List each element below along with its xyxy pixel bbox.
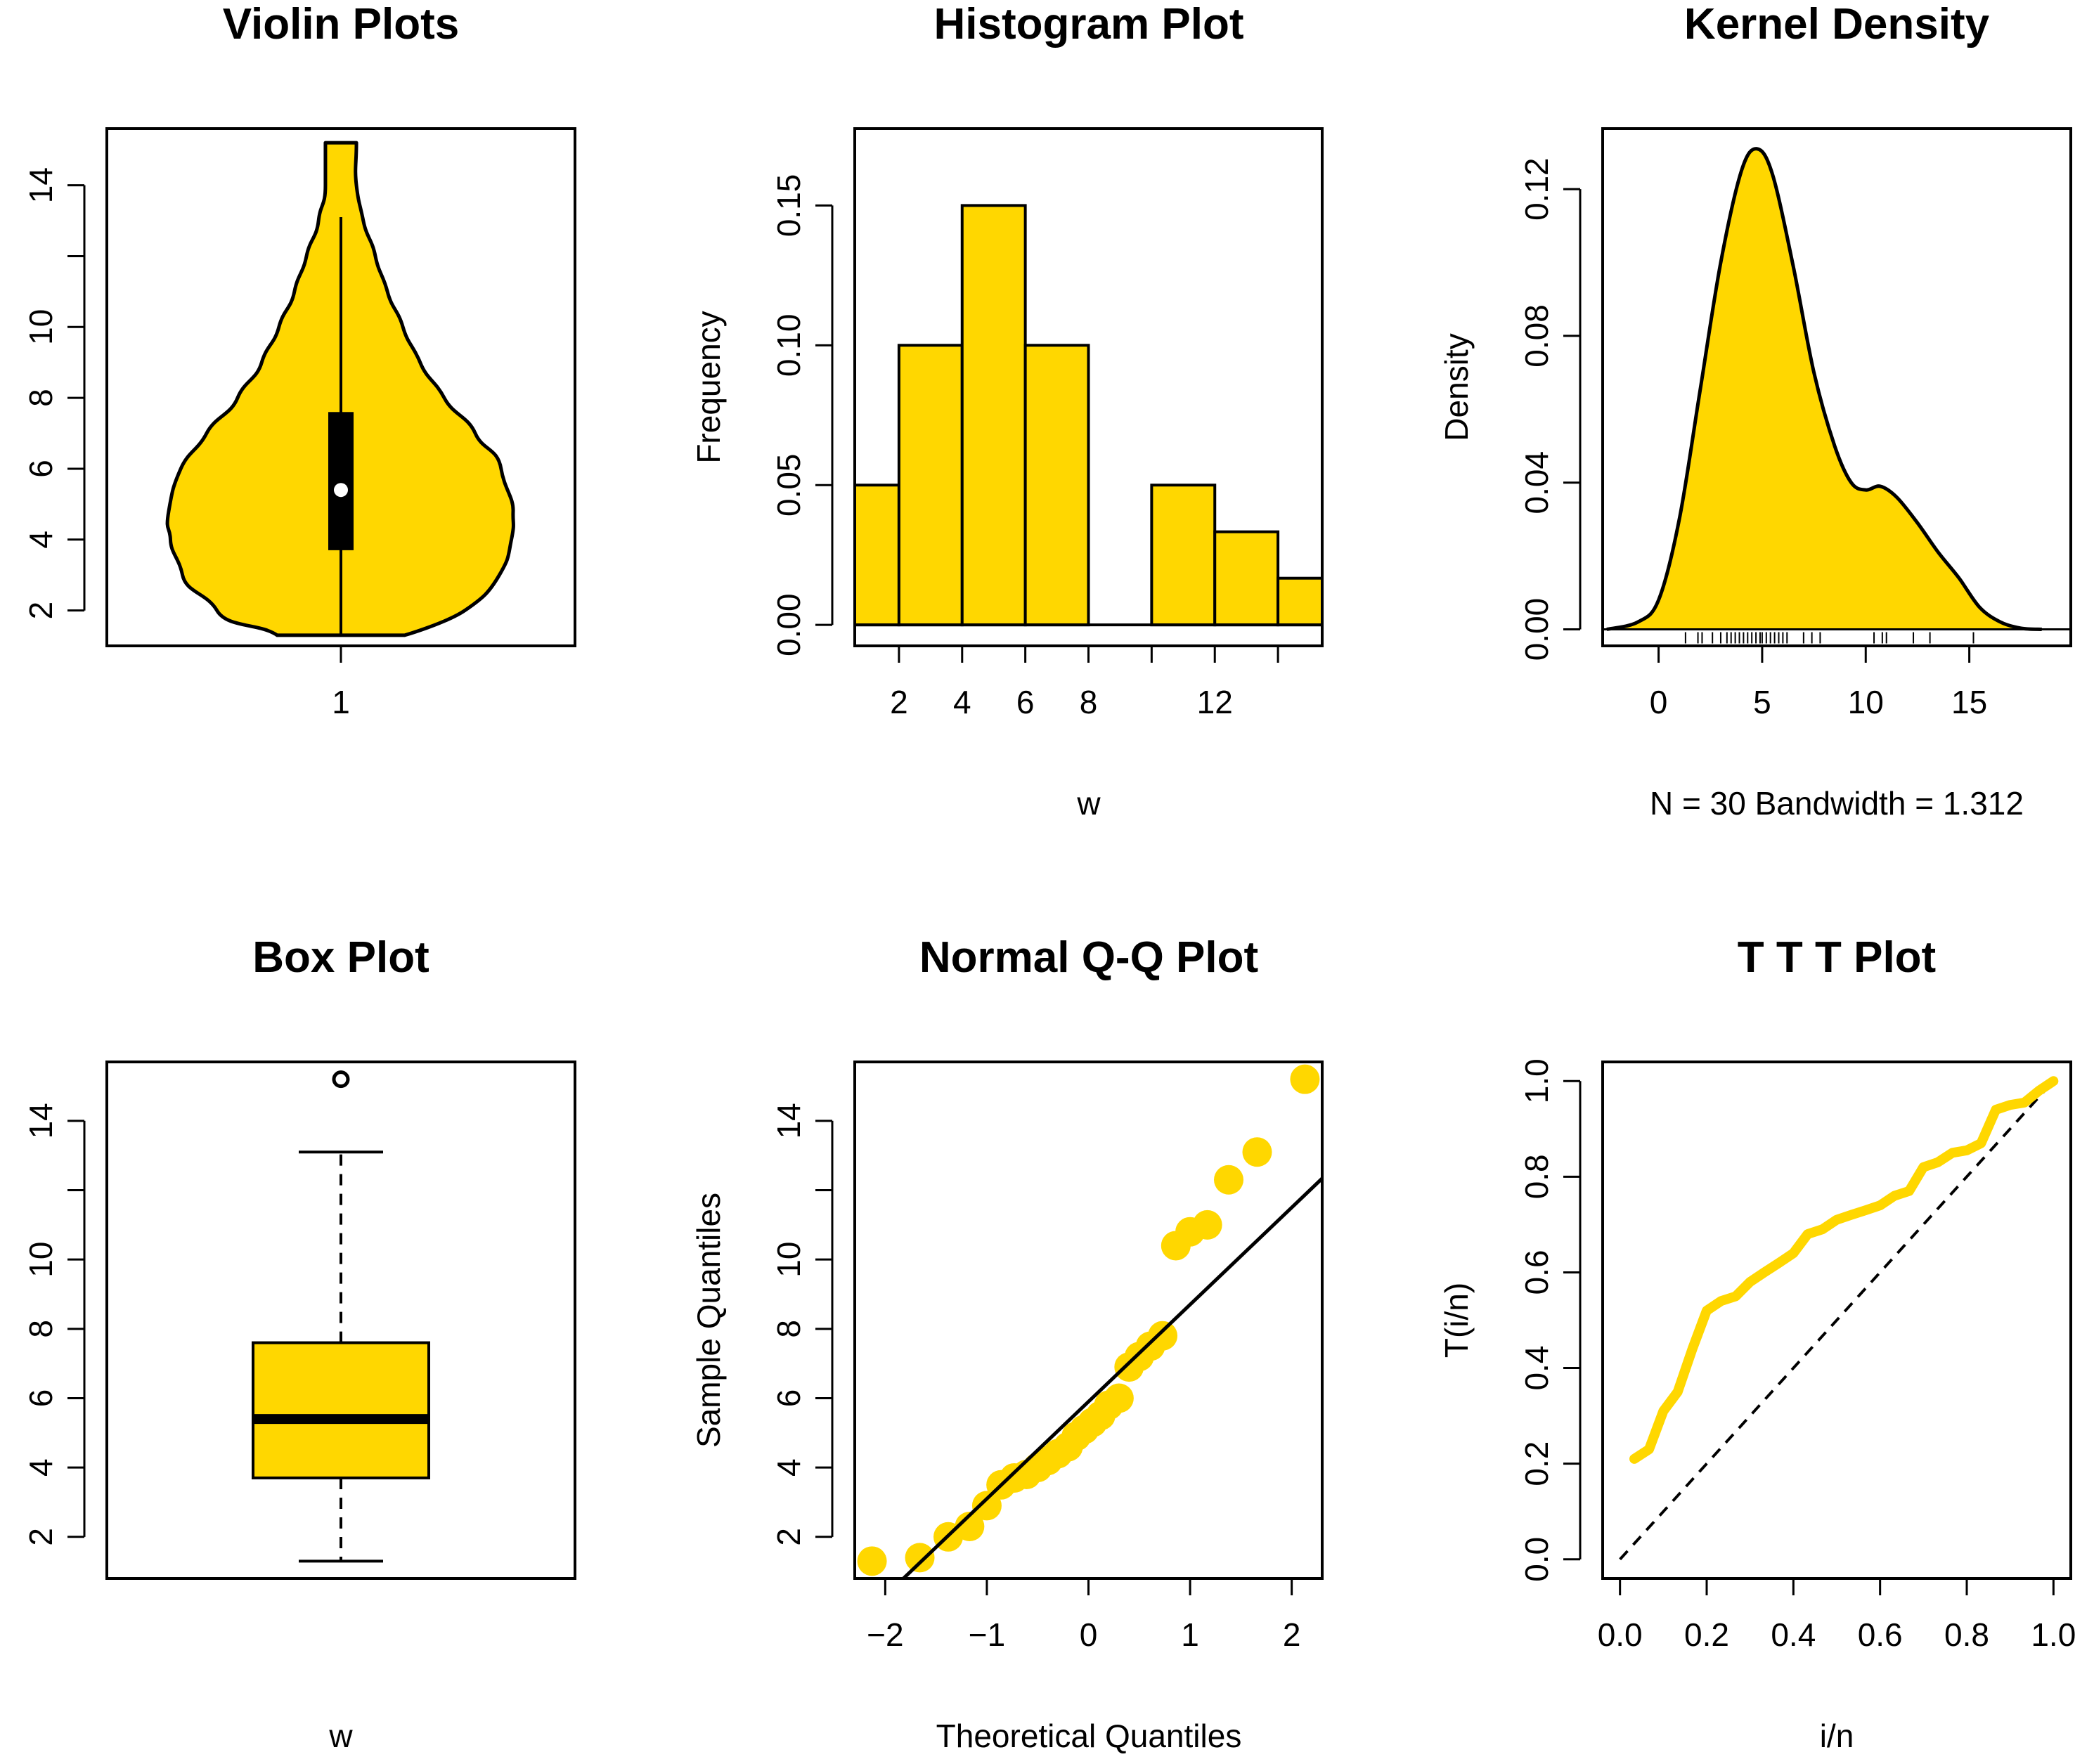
box-outlier: [332, 1070, 350, 1089]
hist-bars: [855, 204, 1322, 627]
violin-iqr-box: [328, 412, 354, 550]
kde-xtick-label: 5: [1753, 684, 1771, 720]
ttt-xtick-label: 0.2: [1684, 1616, 1729, 1653]
qq-ytick-label: 8: [770, 1320, 807, 1338]
box-title: Box Plot: [252, 933, 429, 982]
box-frame: [105, 1061, 576, 1580]
qq-title: Normal Q-Q Plot: [919, 933, 1258, 982]
kde-ytick-label: 0.08: [1518, 304, 1555, 368]
hist-title: Histogram Plot: [934, 0, 1244, 48]
ttt-xtick-label: 0.0: [1598, 1616, 1643, 1653]
hist-ytick-label: 0.05: [770, 453, 807, 517]
qq-xtick-label: −2: [867, 1616, 903, 1653]
kde-ytick-label: 0.00: [1518, 598, 1555, 661]
ttt-diagonal: [1619, 1079, 2055, 1561]
qq-point: [1192, 1209, 1222, 1240]
violin-ytick-label: 4: [22, 531, 59, 549]
ttt-xtick-label: 0.4: [1771, 1616, 1816, 1653]
hist-xtick-label: 2: [890, 684, 908, 720]
qq-xtick-label: −1: [969, 1616, 1005, 1653]
kde-xtick-label: 0: [1650, 684, 1668, 720]
violin-title: Violin Plots: [223, 0, 459, 48]
violin-median-point: [334, 483, 348, 498]
hist-ytick-label: 0.15: [770, 174, 807, 238]
ttt-ytick-label: 0.8: [1518, 1154, 1555, 1199]
violin-ytick-label: 8: [22, 389, 59, 407]
qq-point: [1242, 1137, 1272, 1167]
kde-ytick-label: 0.04: [1518, 451, 1555, 514]
ttt-ytick-label: 1.0: [1518, 1058, 1555, 1103]
qq-ytick-label: 10: [770, 1242, 807, 1278]
hist-bar: [1277, 576, 1322, 627]
qq-reference-line: [900, 1176, 1322, 1578]
kde-xtick-label: 15: [1951, 684, 1987, 720]
violin-ytick-label: 2: [22, 602, 59, 620]
hist-bar: [897, 344, 964, 627]
box-ytick-label: 10: [22, 1242, 59, 1278]
hist-bar: [1023, 344, 1090, 627]
qq-point: [955, 1512, 985, 1542]
hist-xtick-label: 6: [1016, 684, 1035, 720]
ttt-title: T T T Plot: [1738, 933, 1936, 982]
kde-curve: [1606, 147, 2042, 632]
qq-plot-area: [857, 1064, 1322, 1578]
hist-bar: [1213, 530, 1280, 627]
qq-ytick-label: 4: [770, 1458, 807, 1477]
ttt-ytick-label: 0.4: [1518, 1346, 1555, 1391]
hist-bar: [960, 204, 1027, 627]
qq-point: [971, 1491, 1002, 1521]
qq-point: [1104, 1383, 1134, 1413]
ttt-curve: [1629, 1076, 2059, 1464]
kde-ytick-label: 0.12: [1518, 157, 1555, 221]
qq-point: [1290, 1064, 1320, 1094]
qq-ytick-label: 2: [770, 1528, 807, 1546]
violin-xtick-label: 1: [332, 684, 350, 720]
kde-ylabel: Density: [1438, 333, 1475, 441]
hist-bar: [855, 484, 900, 627]
ttt-xtick-label: 0.8: [1944, 1616, 1989, 1653]
kde-area: [1606, 148, 2042, 630]
qq-point: [1148, 1321, 1178, 1351]
hist-bar: [1150, 484, 1217, 627]
hist-ylabel: Frequency: [690, 311, 727, 463]
box-iqr: [252, 1341, 430, 1479]
violin-ytick-label: 10: [22, 309, 59, 345]
box-ytick-label: 14: [22, 1103, 59, 1139]
qq-point: [1214, 1165, 1243, 1195]
qq-point: [857, 1546, 887, 1576]
hist-ytick-label: 0.10: [770, 314, 807, 377]
qq-xtick-label: 0: [1080, 1616, 1098, 1653]
qq-ytick-label: 14: [770, 1103, 807, 1139]
ttt-xtick-label: 0.6: [1858, 1616, 1903, 1653]
violin-ytick-label: 6: [22, 460, 59, 478]
violin-ytick-label: 14: [22, 167, 59, 203]
ttt-xlabel: i/n: [1820, 1718, 1854, 1754]
ttt-ytick-label: 0.2: [1518, 1441, 1555, 1486]
qq-point: [905, 1543, 935, 1573]
ttt-ytick-label: 0.0: [1518, 1537, 1555, 1582]
hist-xlabel: w: [1076, 785, 1101, 822]
hist-xtick-label: 8: [1080, 684, 1098, 720]
box-ytick-label: 8: [22, 1320, 59, 1338]
qq-xtick-label: 2: [1283, 1616, 1301, 1653]
qq-ylabel: Sample Quantiles: [690, 1193, 727, 1448]
qq-ytick-label: 6: [770, 1389, 807, 1408]
kde-title: Kernel Density: [1684, 0, 1990, 48]
hist-ytick-label: 0.00: [770, 593, 807, 656]
qq-xlabel: Theoretical Quantiles: [936, 1718, 1242, 1754]
kde-xtick-label: 10: [1848, 684, 1884, 720]
hist-xtick-label: 4: [953, 684, 971, 720]
ttt-xtick-label: 1.0: [2031, 1616, 2076, 1653]
box-ytick-label: 6: [22, 1389, 59, 1408]
ttt-ylabel: T(i/n): [1438, 1283, 1475, 1358]
box-xlabel: w: [328, 1718, 353, 1754]
box-ytick-label: 2: [22, 1528, 59, 1546]
qq-xtick-label: 1: [1181, 1616, 1199, 1653]
box-ytick-label: 4: [22, 1458, 59, 1477]
ttt-ytick-label: 0.6: [1518, 1250, 1555, 1295]
hist-xtick-label: 12: [1197, 684, 1233, 720]
kde-xlabel: N = 30 Bandwidth = 1.312: [1650, 785, 2024, 822]
